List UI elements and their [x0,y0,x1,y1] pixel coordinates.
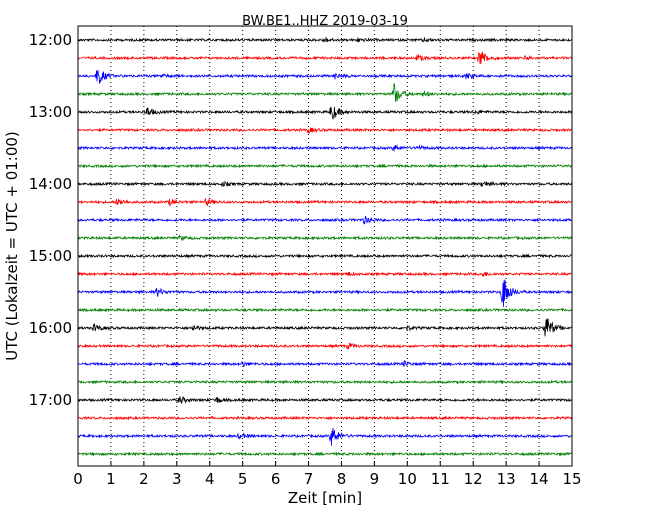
x-tick-label: 0 [73,470,83,488]
trace-1345 [77,163,573,169]
trace-1445 [77,234,573,242]
y-tick-label: 12:00 [29,31,72,49]
trace-1545 [77,307,573,313]
y-tick-label: 15:00 [29,247,72,265]
x-tick-label: 1 [106,470,116,488]
trace-1415 [77,197,573,207]
x-tick-label: 9 [370,470,380,488]
plot-frame [77,25,573,467]
trace-1200 [77,36,573,43]
x-tick-label: 6 [271,470,281,488]
trace-1215 [77,51,573,65]
y-tick-label: 13:00 [29,103,72,121]
trace-1700 [77,396,573,404]
x-axis-label: Zeit [min] [288,489,362,507]
chart-title: BW.BE1..HHZ 2019-03-19 [242,14,408,29]
trace-1615 [77,342,573,350]
trace-1645 [77,379,573,385]
y-tick-label: 14:00 [29,175,72,193]
y-axis: 12:00 13:00 14:00 15:00 16:00 17:00 [29,31,83,409]
x-tick-label: 4 [205,470,215,488]
trace-1600 [77,318,573,337]
x-tick-label: 7 [304,470,314,488]
trace-1245 [77,83,573,103]
x-tick-label: 2 [139,470,149,488]
x-tick-label: 11 [431,470,450,488]
x-tick-label: 15 [562,470,581,488]
trace-1630 [77,359,573,368]
trace-1315 [77,127,573,134]
trace-1230 [77,70,573,84]
x-tick-label: 3 [172,470,182,488]
trace-1300 [77,106,573,120]
x-tick-label: 13 [497,470,516,488]
trace-1515 [77,271,573,277]
x-tick-label: 8 [337,470,347,488]
trace-1715 [77,415,573,421]
traces [77,36,573,457]
x-tick-label: 14 [530,470,549,488]
trace-1430 [77,215,573,225]
trace-1400 [77,180,573,188]
y-axis-label: UTC (Lokalzeit = UTC + 01:00) [3,131,21,361]
trace-1330 [77,144,573,152]
trace-1730 [77,427,573,446]
y-tick-label: 16:00 [29,319,72,337]
trace-1530 [77,279,573,308]
x-tick-label: 10 [398,470,417,488]
x-tick-label: 5 [238,470,248,488]
x-axis: 0 1 2 3 4 5 6 7 8 9 10 11 12 13 14 15 [73,461,582,488]
trace-1745 [77,451,573,457]
trace-1500 [77,253,573,259]
x-tick-label: 12 [464,470,483,488]
y-tick-label: 17:00 [29,391,72,409]
grid [110,26,540,466]
